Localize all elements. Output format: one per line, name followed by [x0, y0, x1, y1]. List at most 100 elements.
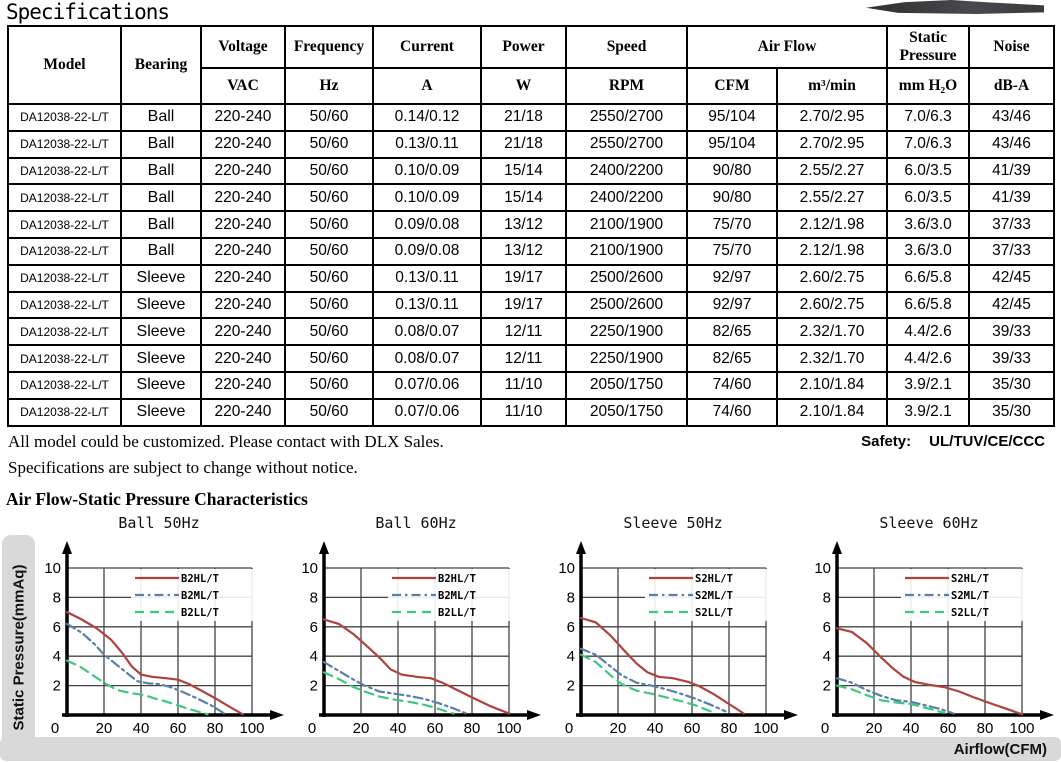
- spec-cell: DA12038-22-L/T: [7, 344, 122, 373]
- svg-text:80: 80: [207, 720, 224, 737]
- spec-cell: Sleeve: [120, 263, 202, 293]
- spec-cell: 95/104: [686, 103, 778, 132]
- unit-vac: VAC: [200, 67, 286, 105]
- spec-cell: Sleeve: [120, 290, 202, 320]
- spec-cell: 95/104: [686, 129, 778, 159]
- svg-text:40: 40: [903, 720, 920, 737]
- spec-cell: 50/60: [284, 263, 374, 293]
- header-speed: Speed: [565, 25, 688, 69]
- note-line-2: Specifications are subject to change wit…: [8, 458, 358, 477]
- spec-cell: 2400/2200: [565, 156, 688, 186]
- series-b2hl-t: [65, 610, 244, 716]
- svg-text:6: 6: [53, 619, 61, 636]
- svg-text:20: 20: [96, 720, 113, 737]
- spec-cell: 50/60: [284, 290, 374, 320]
- chart-ball-60hz: Ball 60Hz 2 4 6 8 10 0 20 40 60 80 100 B2HL/T B2ML/T…: [290, 514, 542, 761]
- safety-label: Safety:: [861, 433, 912, 450]
- svg-text:8: 8: [567, 589, 575, 606]
- unit-dba: dB-A: [968, 67, 1056, 105]
- svg-text:100: 100: [753, 720, 778, 737]
- spec-row: DA12038-22-L/T Ball 220-240 50/60 0.10/0.09 1…: [7, 183, 1056, 213]
- spec-cell: Sleeve: [120, 397, 202, 427]
- svg-text:0: 0: [308, 720, 316, 737]
- spec-cell: 2.12/1.98: [775, 210, 889, 239]
- unit-hz: Hz: [284, 67, 374, 105]
- svg-text:2: 2: [53, 678, 61, 695]
- spec-cell: 2500/2600: [565, 290, 688, 320]
- spec-cell: 2.10/1.84: [775, 370, 889, 400]
- page-title: Specifications: [6, 0, 170, 24]
- svg-text:40: 40: [133, 720, 150, 737]
- spec-cell: 220-240: [200, 290, 286, 320]
- spec-cell: 220-240: [200, 344, 286, 373]
- spec-cell: 39/33: [968, 344, 1056, 373]
- spec-cell: 50/60: [284, 236, 374, 266]
- spec-cell: 35/30: [968, 397, 1056, 427]
- svg-text:80: 80: [977, 720, 994, 737]
- spec-cell: 90/80: [686, 183, 778, 213]
- spec-cell: 2550/2700: [565, 129, 688, 159]
- spec-cell: 2.10/1.84: [775, 397, 889, 427]
- spec-row: DA12038-22-L/T Sleeve 220-240 50/60 0.13/0.1…: [7, 263, 1056, 293]
- spec-cell: 4.4/2.6: [886, 344, 971, 373]
- svg-text:10: 10: [301, 560, 318, 577]
- spec-cell: 2.70/2.95: [775, 129, 889, 159]
- spec-cell: 6.0/3.5: [886, 156, 971, 186]
- spec-row: DA12038-22-L/T Ball 220-240 50/60 0.14/0.12 2…: [7, 103, 1056, 132]
- spec-cell: 12/11: [480, 344, 567, 373]
- spec-cell: 2050/1750: [565, 370, 688, 400]
- chart-title: Ball 60Hz: [375, 514, 457, 532]
- svg-text:20: 20: [610, 720, 627, 737]
- spec-cell: 50/60: [284, 103, 374, 132]
- spec-cell: 13/12: [480, 210, 567, 239]
- spec-cell: 37/33: [968, 210, 1056, 239]
- legend-label: S2ML/T: [695, 590, 733, 602]
- note-line-1: All model could be customized. Please co…: [8, 432, 444, 451]
- spec-cell: 21/18: [480, 129, 567, 159]
- svg-text:0: 0: [821, 720, 829, 737]
- spec-cell: 2.60/2.75: [775, 290, 889, 320]
- header-bearing: Bearing: [120, 25, 202, 105]
- svg-text:2: 2: [567, 678, 575, 695]
- spec-cell: 2.55/2.27: [775, 156, 889, 186]
- spec-cell: 220-240: [200, 236, 286, 266]
- series-b2ll-t: [65, 659, 209, 716]
- spec-cell: 15/14: [480, 183, 567, 213]
- spec-cell: 15/14: [480, 156, 567, 186]
- series-s2ml-t: [579, 647, 727, 713]
- spec-cell: 220-240: [200, 263, 286, 293]
- spec-cell: DA12038-22-L/T: [7, 263, 122, 293]
- spec-cell: 2500/2600: [565, 263, 688, 293]
- spec-cell: 0.08/0.07: [372, 317, 482, 347]
- spec-cell: 0.09/0.08: [372, 236, 482, 266]
- spec-cell: 220-240: [200, 370, 286, 400]
- spec-cell: 50/60: [284, 210, 374, 239]
- spec-cell: DA12038-22-L/T: [7, 210, 122, 239]
- spec-cell: 2400/2200: [565, 183, 688, 213]
- spec-cell: 2100/1900: [565, 236, 688, 266]
- svg-text:60: 60: [427, 720, 444, 737]
- spec-cell: DA12038-22-L/T: [7, 183, 122, 213]
- spec-cell: 13/12: [480, 236, 567, 266]
- spec-cell: 82/65: [686, 344, 778, 373]
- unit-m3min: m³/min: [775, 67, 889, 105]
- svg-text:40: 40: [390, 720, 407, 737]
- svg-text:0: 0: [51, 720, 59, 737]
- spec-cell: 42/45: [968, 290, 1056, 320]
- spec-cell: 7.0/6.3: [886, 129, 971, 159]
- spec-cell: 2100/1900: [565, 210, 688, 239]
- spec-cell: 220-240: [200, 156, 286, 186]
- spec-cell: DA12038-22-L/T: [7, 397, 122, 427]
- spec-cell: 12/11: [480, 317, 567, 347]
- svg-text:60: 60: [170, 720, 187, 737]
- spec-cell: 0.07/0.06: [372, 370, 482, 400]
- spec-cell: 75/70: [686, 210, 778, 239]
- spec-cell: 2.32/1.70: [775, 344, 889, 373]
- spec-cell: 41/39: [968, 183, 1056, 213]
- legend-label: B2LL/T: [438, 607, 476, 619]
- spec-cell: 39/33: [968, 317, 1056, 347]
- spec-cell: 74/60: [686, 370, 778, 400]
- spec-cell: 2.32/1.70: [775, 317, 889, 347]
